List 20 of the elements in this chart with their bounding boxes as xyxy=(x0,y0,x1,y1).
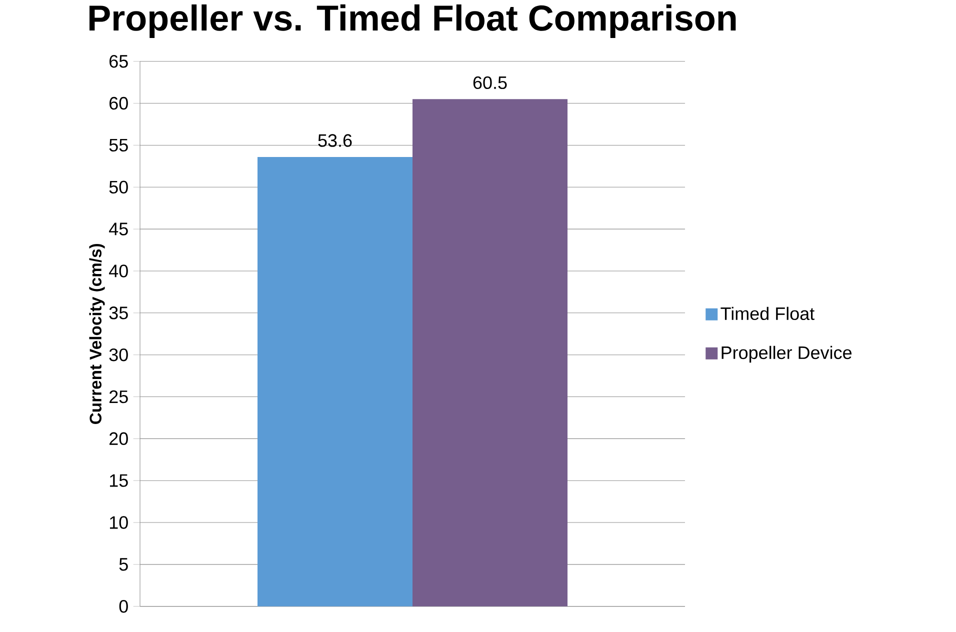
y-tick-label: 0 xyxy=(119,600,128,613)
y-tick-label: 15 xyxy=(110,474,128,487)
y-tick-label: 40 xyxy=(109,264,128,278)
y-axis-title: Current Velocity (cm/s) xyxy=(89,244,105,424)
y-tick-label: 5 xyxy=(119,558,128,571)
y-tick-label: 10 xyxy=(110,516,128,529)
y-tick-label: 25 xyxy=(110,390,128,403)
y-tick-label: 65 xyxy=(110,54,128,68)
y-tick-label: 55 xyxy=(109,138,128,152)
legend-label: Timed Float xyxy=(720,306,814,320)
y-tick-label: 50 xyxy=(109,180,128,194)
y-tick-label: 35 xyxy=(109,306,128,320)
y-tick-label: 60 xyxy=(110,96,128,110)
y-tick-label: 45 xyxy=(109,222,128,236)
data-label: 60.5 xyxy=(473,76,507,89)
chart-title: Propeller vs. Timed Float Comparison xyxy=(89,4,736,38)
legend-label: Propeller Device xyxy=(722,346,852,362)
y-tick-label: 20 xyxy=(110,432,128,445)
data-label: 53.6 xyxy=(318,134,352,147)
y-tick-label: 30 xyxy=(109,348,128,362)
